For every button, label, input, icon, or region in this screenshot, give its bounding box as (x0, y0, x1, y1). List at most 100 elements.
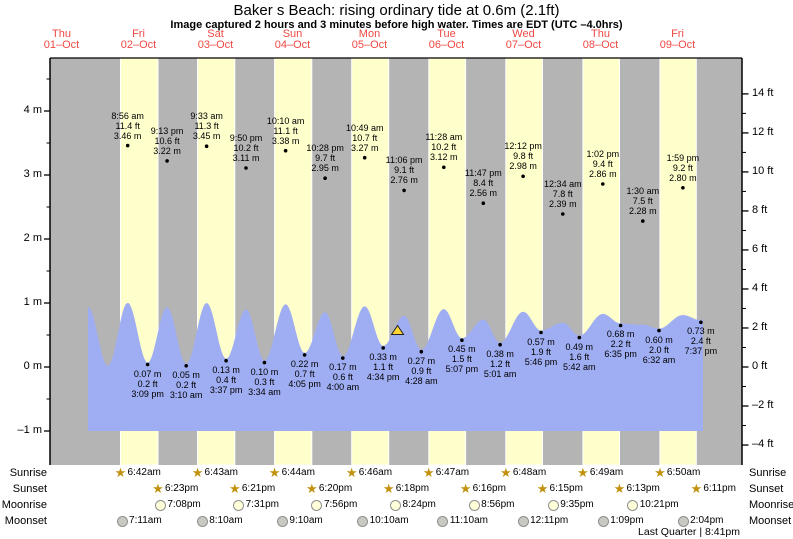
high-tide-label: 10:28 pm 9.7 ft 2.95 m (306, 143, 344, 174)
moonrise-icon (468, 499, 480, 511)
right-axis-tick-label: 2 ft (752, 320, 768, 333)
sunrise-star-icon: ★ (422, 465, 435, 480)
sunrise-star-icon: ★ (577, 465, 589, 480)
sunset-time: 6:21pm (241, 483, 276, 494)
moonrise-icon (627, 499, 639, 511)
sunset-time: 6:23pm (164, 483, 199, 494)
sunrise-time: 6:42am (127, 467, 161, 478)
sunrise-time: 6:47am (435, 467, 470, 478)
low-tide-label: 0.10 m 0.3 ft 3:34 am (248, 366, 281, 397)
low-tide-dot (145, 362, 150, 367)
sunrise-star-icon: ★ (114, 465, 127, 480)
sunrise-time: 6:49am (589, 467, 624, 478)
low-tide-dot (341, 356, 345, 360)
low-tide-dot (184, 364, 188, 368)
left-axis-tick-label: –1 m (17, 424, 42, 436)
day-label: Mon 05–Oct (351, 28, 388, 51)
sunset-row-label-left: Sunset (12, 483, 47, 495)
high-tide-label: 10:10 am 11.1 ft 3.38 m (266, 115, 305, 146)
sunrise-time: 6:50am (666, 467, 701, 478)
day-label: Thu 08–Oct (582, 28, 619, 51)
high-tide-dot (601, 182, 605, 186)
current-time-marker-icon (390, 324, 405, 336)
moonset-icon (357, 515, 369, 527)
moonset-time: 7:11am (129, 515, 162, 526)
moonrise-time: 8:56pm (481, 499, 515, 510)
sunset-time: 6:13pm (626, 483, 660, 494)
low-tide-label: 0.33 m 1.1 ft 4:34 pm (366, 351, 400, 382)
moonset-time: 8:10am (209, 515, 243, 526)
high-tide-dot (402, 188, 406, 193)
sunrise-star-icon: ★ (345, 465, 358, 480)
low-tide-label: 0.27 m 0.9 ft 4:28 am (405, 355, 438, 386)
sunset-star-icon: ★ (152, 481, 164, 496)
high-tide-dot (681, 186, 685, 190)
moonset-time: 2:04pm (690, 515, 724, 526)
left-axis-tick-label: 2 m (23, 232, 42, 244)
high-tide-dot (165, 159, 169, 163)
low-tide-dot (460, 338, 464, 343)
right-axis-tick-label: 8 ft (752, 203, 768, 216)
left-axis-tick-label: 1 m (23, 296, 42, 308)
right-axis-tick-label: 4 ft (752, 281, 768, 294)
sunrise-row-label-left: Sunrise (9, 467, 47, 479)
chart-subtitle: Image captured 2 hours and 3 minutes bef… (170, 19, 623, 31)
moonrise-time: 9:35pm (560, 499, 594, 510)
low-tide-label: 0.49 m 1.6 ft 5:42 am (563, 341, 596, 372)
low-tide-dot (302, 353, 307, 357)
day-label: Thu 01–Oct (43, 28, 80, 51)
high-tide-label: 11:47 pm 8.4 ft 2.56 m (464, 168, 502, 199)
high-tide-dot (244, 166, 248, 170)
sunrise-row-label-right: Sunrise (749, 467, 787, 479)
moonset-time: 11:10am (449, 515, 488, 526)
high-tide-label: 1:30 am 7.5 ft 2.28 m (626, 186, 660, 217)
low-tide-label: 0.13 m 0.4 ft 3:37 pm (209, 364, 243, 395)
sunrise-star-icon: ★ (191, 465, 204, 480)
sunset-time: 6:20pm (318, 483, 353, 494)
left-axis-tick-label: 0 m (23, 360, 42, 372)
sunrise-star-icon: ★ (499, 465, 512, 480)
low-tide-dot (699, 320, 703, 325)
low-tide-dot (419, 349, 424, 354)
high-tide-dot (561, 212, 565, 216)
moonset-icon (196, 515, 208, 527)
sunset-star-icon: ★ (229, 481, 241, 496)
moonset-icon (437, 515, 449, 527)
low-tide-label: 0.68 m 2.2 ft 6:35 pm (604, 329, 637, 360)
sunset-star-icon: ★ (459, 481, 472, 496)
sunrise-time: 6:44am (281, 467, 315, 478)
moonrise-time: 8:24pm (402, 499, 436, 510)
low-tide-dot (618, 323, 623, 328)
moonrise-time: 10:21pm (639, 499, 679, 510)
moonrise-icon (311, 499, 323, 511)
moonrise-time: 7:56pm (323, 499, 358, 510)
low-tide-dot (577, 335, 582, 340)
moonset-time: 12:11pm (530, 515, 569, 526)
day-label: Fri 02–Oct (120, 28, 157, 51)
high-tide-dot (442, 165, 446, 170)
low-tide-dot (224, 358, 228, 363)
low-tide-label: 0.60 m 2.0 ft 6:32 am (642, 334, 676, 365)
sunset-time: 6:11pm (703, 483, 736, 494)
moonset-icon (677, 515, 689, 527)
day-label: Wed 07–Oct (505, 28, 542, 51)
low-tide-label: 0.22 m 0.7 ft 4:05 pm (288, 358, 321, 389)
high-tide-dot (125, 143, 130, 148)
moonrise-row-label-right: Moonrise (749, 499, 793, 511)
right-axis-tick-label: 10 ft (752, 164, 774, 177)
high-tide-label: 9:50 pm 10.2 ft 3.11 m (229, 132, 263, 163)
low-tide-dot (381, 346, 386, 350)
right-axis-tick-label: 12 ft (752, 125, 774, 138)
left-axis-tick-label: 3 m (23, 168, 42, 180)
moonset-row-label-right: Moonset (749, 515, 792, 527)
high-tide-dot (323, 176, 327, 180)
low-tide-label: 0.57 m 1.9 ft 5:46 pm (524, 336, 558, 367)
moonset-time: 1:09pm (610, 515, 644, 526)
low-tide-label: 0.73 m 2.4 ft 7:37 pm (684, 326, 718, 357)
moonset-time: 10:10am (369, 515, 409, 526)
right-axis-tick-label: 0 ft (752, 360, 768, 372)
sunset-time: 6:16pm (472, 483, 506, 494)
right-axis-tick-label: –2 ft (752, 399, 774, 411)
sunset-star-icon: ★ (536, 481, 549, 496)
high-tide-label: 9:13 pm 10.6 ft 3.22 m (150, 125, 184, 156)
